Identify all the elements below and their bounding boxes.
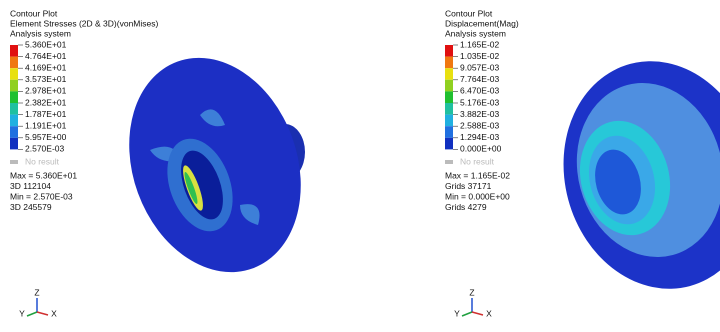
plot-title: Contour Plot: [445, 8, 493, 18]
legend-swatch: [10, 126, 18, 138]
legend-label: 1.787E+01: [25, 109, 67, 119]
legend-label: 4.169E+01: [25, 62, 67, 72]
displacement-model: [538, 39, 720, 310]
triad-x: [37, 312, 48, 315]
stat-line: 3D 245579: [10, 202, 52, 212]
legend-label: 1.165E-02: [460, 39, 499, 49]
legend-label: 2.588E-03: [460, 120, 499, 130]
legend-swatch: [445, 138, 453, 150]
legend-label: 5.176E-03: [460, 97, 499, 107]
legend-swatch: [10, 45, 18, 57]
legend-label: 2.978E+01: [25, 86, 67, 96]
legend-swatch: [445, 115, 453, 127]
legend-swatch: [445, 103, 453, 115]
legend-swatch: [445, 126, 453, 138]
triad-label: X: [51, 308, 57, 318]
legend-label: 3.882E-03: [460, 109, 499, 119]
legend-label: 1.035E-02: [460, 51, 499, 61]
legend-swatch: [445, 57, 453, 69]
legend-swatch: [445, 91, 453, 103]
legend-swatch: [10, 80, 18, 92]
stress-model: [100, 34, 329, 297]
legend-label: 9.057E-03: [460, 62, 499, 72]
triad-label: Z: [469, 287, 474, 297]
triad-x: [472, 312, 483, 315]
triad-label: X: [486, 308, 492, 318]
triad-label: Z: [34, 287, 39, 297]
legend-label: 6.470E-03: [460, 86, 499, 96]
legend-label: 4.764E+01: [25, 51, 67, 61]
stat-line: Max = 5.360E+01: [10, 170, 77, 180]
legend-swatch: [10, 138, 18, 150]
legend-swatch: [445, 80, 453, 92]
no-result-swatch: [10, 160, 18, 164]
legend-swatch: [10, 115, 18, 127]
legend-swatch: [445, 68, 453, 80]
legend-swatch: [10, 103, 18, 115]
plot-subtitle: Displacement(Mag): [445, 18, 519, 28]
stat-line: Min = 0.000E+00: [445, 191, 510, 201]
triad-y: [27, 312, 37, 316]
legend-label: 0.000E+00: [460, 144, 502, 154]
legend-swatch: [10, 91, 18, 103]
legend-swatch: [10, 57, 18, 69]
triad-label: Y: [454, 308, 460, 318]
legend-label: 7.764E-03: [460, 74, 499, 84]
stat-line: Grids 4279: [445, 202, 487, 212]
legend-label: 5.360E+01: [25, 39, 67, 49]
legend-label: 2.570E-03: [25, 144, 64, 154]
legend-swatch: [10, 68, 18, 80]
stat-line: Grids 37171: [445, 181, 492, 191]
stat-line: Max = 1.165E-02: [445, 170, 510, 180]
stat-line: 3D 112104: [10, 181, 51, 191]
triad-label: Y: [19, 308, 25, 318]
plot-title: Contour Plot: [10, 8, 58, 18]
system-label: Analysis system: [10, 28, 71, 38]
no-result-label: No result: [460, 156, 495, 166]
legend-swatch: [445, 45, 453, 57]
stat-line: Min = 2.570E-03: [10, 191, 73, 201]
legend-label: 5.957E+00: [25, 132, 67, 142]
no-result-label: No result: [25, 156, 60, 166]
legend-label: 2.382E+01: [25, 97, 67, 107]
legend-label: 1.294E-03: [460, 132, 499, 142]
system-label: Analysis system: [445, 28, 506, 38]
viewport: Contour PlotElement Stresses (2D & 3D)(v…: [0, 0, 720, 332]
legend-label: 3.573E+01: [25, 74, 67, 84]
legend-label: 1.191E+01: [25, 120, 67, 130]
no-result-swatch: [445, 160, 453, 164]
triad-y: [462, 312, 472, 316]
plot-subtitle: Element Stresses (2D & 3D)(vonMises): [10, 18, 158, 28]
